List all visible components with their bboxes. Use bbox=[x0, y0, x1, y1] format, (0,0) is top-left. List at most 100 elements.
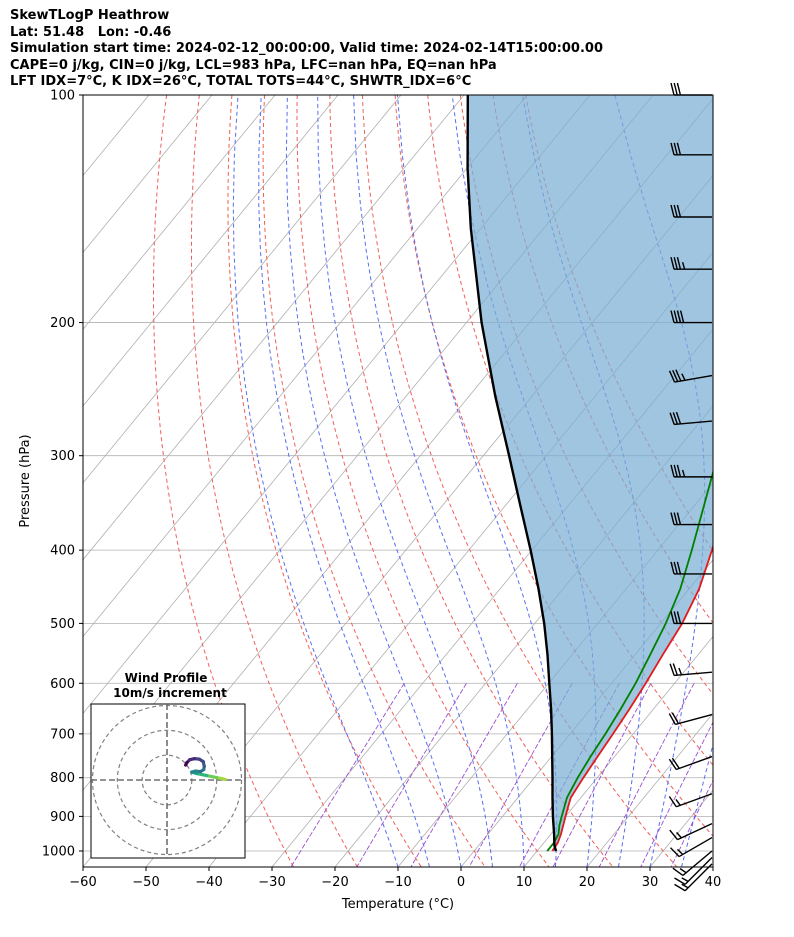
dewpoint-line bbox=[546, 469, 713, 852]
barb-shaft bbox=[675, 713, 713, 726]
barb-flag bbox=[669, 829, 679, 841]
wind-barb bbox=[674, 856, 713, 885]
y-tick-label: 300 bbox=[50, 449, 75, 464]
wind-barb bbox=[670, 82, 712, 96]
wind-barb bbox=[668, 755, 713, 771]
isotherm-line bbox=[586, 712, 713, 867]
isotherm-line bbox=[83, 95, 213, 253]
wind-barb bbox=[670, 204, 712, 218]
barb-flag bbox=[672, 867, 684, 876]
y-tick-label: 700 bbox=[50, 727, 75, 742]
hodograph-segment bbox=[184, 761, 189, 767]
barb-flag bbox=[676, 204, 682, 218]
y-tick-label: 500 bbox=[50, 617, 75, 632]
barb-half-flag bbox=[676, 831, 682, 839]
wind-barb bbox=[668, 793, 713, 808]
parcel-line bbox=[466, 95, 558, 852]
time-line: Simulation start time: 2024-02-12_00:00:… bbox=[10, 41, 603, 56]
mixing-ratio-line bbox=[356, 683, 467, 867]
moist-adiabat-line bbox=[353, 95, 525, 867]
barb-flag bbox=[674, 877, 686, 885]
barb-flag bbox=[668, 713, 676, 725]
cin-shading bbox=[467, 95, 713, 851]
barb-flag bbox=[673, 512, 678, 525]
x-tick-label: 40 bbox=[705, 875, 722, 890]
barb-flag bbox=[669, 847, 680, 858]
barb-flag bbox=[669, 663, 675, 676]
barb-shaft bbox=[676, 793, 713, 808]
wind-barb bbox=[668, 712, 713, 726]
barb-flag bbox=[670, 512, 675, 525]
isotherm-line bbox=[83, 95, 528, 638]
barb-flag bbox=[670, 257, 675, 270]
barb-flag bbox=[675, 411, 682, 425]
barb-flag bbox=[668, 796, 677, 808]
x-axis-label: Temperature (°C) bbox=[341, 897, 454, 912]
indices-line: LFT IDX=7°C, K IDX=26°C, TOTAL TOTS=44°C… bbox=[10, 74, 472, 89]
mixing-ratio-line bbox=[290, 683, 405, 867]
y-tick-label: 900 bbox=[50, 810, 75, 825]
isotherm-line bbox=[83, 95, 465, 561]
barb-flag bbox=[670, 142, 675, 156]
barb-flag bbox=[672, 369, 679, 382]
x-tick-label: −30 bbox=[258, 875, 285, 890]
barb-flag bbox=[673, 257, 678, 270]
barb-flag bbox=[679, 310, 685, 323]
mixing-ratio-line bbox=[640, 721, 713, 867]
barb-flag bbox=[673, 464, 678, 478]
y-tick-label: 1000 bbox=[42, 844, 75, 859]
isotherm-line bbox=[83, 95, 339, 407]
wind-barb bbox=[670, 561, 712, 575]
barb-flag bbox=[669, 412, 675, 425]
barb-half-flag bbox=[681, 262, 686, 270]
barb-flag bbox=[670, 561, 675, 575]
barb-half-flag bbox=[675, 798, 681, 806]
moist-adiabat-line bbox=[232, 95, 399, 867]
barb-flag bbox=[676, 82, 682, 96]
y-tick-label: 200 bbox=[50, 316, 75, 331]
barb-flag bbox=[676, 142, 682, 156]
isotherm-line bbox=[523, 635, 713, 867]
barb-flag bbox=[670, 310, 675, 323]
y-axis: 100 200 300 400 500 600 700 800 900 1000 bbox=[42, 89, 83, 859]
barb-shaft bbox=[684, 856, 713, 885]
barb-flag bbox=[670, 82, 675, 96]
barb-flag bbox=[676, 464, 682, 478]
barb-flag bbox=[676, 512, 682, 525]
barb-flag bbox=[673, 561, 678, 575]
barb-shaft bbox=[677, 822, 713, 841]
barb-flag bbox=[676, 257, 682, 270]
y-tick-label: 600 bbox=[50, 677, 75, 692]
barb-flag bbox=[671, 712, 679, 724]
isotherm-line bbox=[83, 95, 402, 484]
barb-half-flag bbox=[678, 667, 683, 676]
dry-adiabat-line bbox=[262, 95, 486, 867]
y-tick-label: 100 bbox=[50, 89, 75, 104]
moist-adiabat-line bbox=[317, 95, 493, 867]
barb-flag bbox=[670, 611, 675, 624]
hodograph-inset: Wind Profile 10m/s increment bbox=[90, 671, 246, 859]
barb-flag bbox=[668, 370, 676, 383]
inset-title: Wind Profile bbox=[125, 671, 208, 685]
wind-barb bbox=[670, 512, 712, 526]
wind-barb bbox=[669, 836, 713, 858]
barb-flag bbox=[676, 561, 682, 575]
mixing-ratio-line bbox=[598, 683, 695, 867]
dry-adiabat-line bbox=[296, 95, 550, 867]
wind-barb bbox=[669, 822, 713, 841]
wind-barb bbox=[670, 310, 712, 324]
barb-half-flag bbox=[677, 848, 684, 855]
barb-flag bbox=[668, 758, 677, 770]
x-tick-label: −40 bbox=[195, 875, 222, 890]
y-tick-label: 800 bbox=[50, 771, 75, 786]
moist-adiabat-line bbox=[258, 95, 430, 867]
barb-shaft bbox=[674, 671, 713, 677]
wind-barb bbox=[669, 411, 713, 426]
x-tick-label: −10 bbox=[384, 875, 411, 890]
chart-title: SkewTLogP Heathrow bbox=[10, 8, 170, 23]
barb-flag bbox=[670, 464, 675, 478]
wind-barb bbox=[670, 142, 712, 156]
x-tick-label: 0 bbox=[457, 875, 465, 890]
barb-flag bbox=[673, 204, 678, 218]
x-tick-label: −20 bbox=[321, 875, 348, 890]
